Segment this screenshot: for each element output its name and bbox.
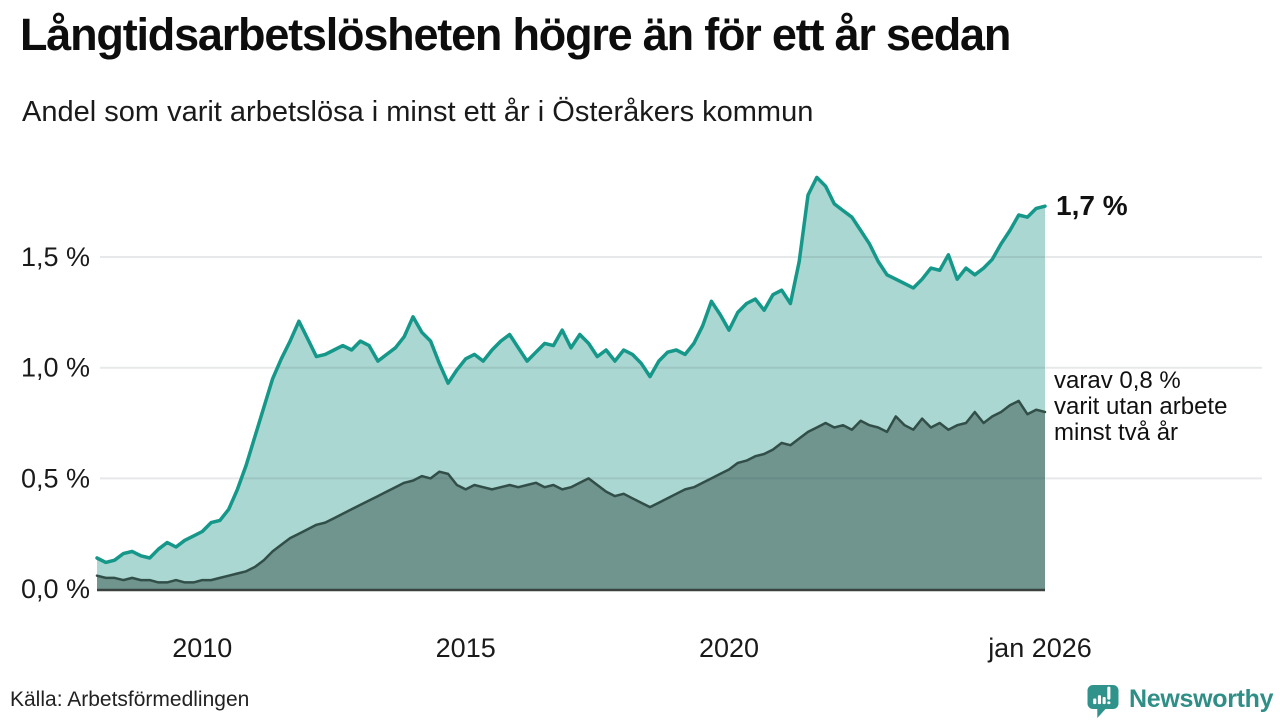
y-tick-label: 0,5 % [21, 463, 90, 493]
line-one-year [95, 175, 1047, 565]
x-tick-label: 2020 [699, 633, 759, 663]
x-tick-label: jan 2026 [987, 633, 1092, 663]
end-label-two-years-line2: varit utan arbete [1054, 393, 1228, 420]
area-fill-two-years [97, 400, 1045, 589]
end-label-two-years-line1: varav 0,8 % [1054, 367, 1181, 394]
end-label-two-years: varav 0,8 % varit utan arbete minst två … [1054, 368, 1227, 446]
y-tick-label: 0,0 % [21, 574, 90, 604]
newsworthy-wordmark: Newsworthy [1129, 685, 1274, 713]
chart-title: Långtidsarbetslösheten högre än för ett … [20, 9, 1011, 60]
bar-3 [1102, 697, 1106, 705]
exclamation-bar [1107, 686, 1111, 700]
exclamation-dot [1107, 701, 1111, 705]
x-tick-label: 2015 [436, 633, 496, 663]
end-label-one-year: 1,7 % [1056, 190, 1128, 221]
chart-subtitle: Andel som varit arbetslösa i minst ett å… [22, 96, 814, 128]
newsworthy-bubble-icon [1087, 685, 1119, 718]
newsworthy-logo: Newsworthy [1084, 681, 1274, 719]
bar-2 [1097, 695, 1101, 705]
bar-1 [1093, 698, 1097, 705]
y-tick-label: 1,0 % [21, 353, 90, 383]
line-two-years [95, 399, 1047, 584]
source-note: Källa: Arbetsförmedlingen [10, 688, 250, 711]
y-tick-label: 1,5 % [21, 242, 90, 272]
x-tick-label: 2010 [172, 633, 232, 663]
end-label-two-years-line3: minst två år [1054, 419, 1179, 446]
